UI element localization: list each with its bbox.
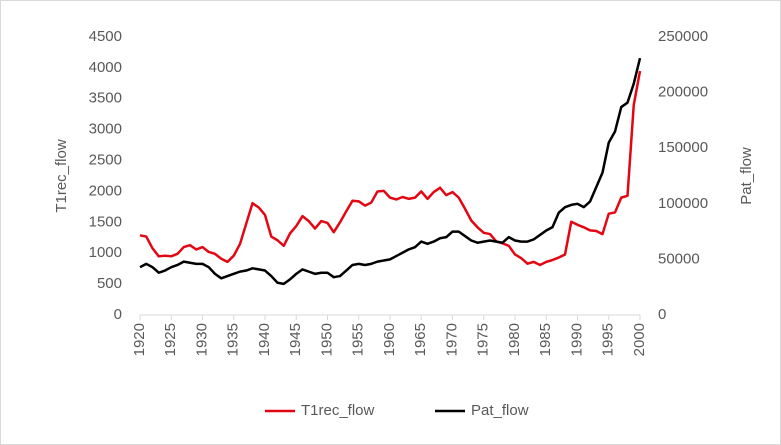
x-tick-label: 1965 — [412, 323, 429, 356]
y-tick-label: 500 — [97, 275, 122, 292]
x-tick-label: 1990 — [568, 323, 585, 356]
y-axis-title: T1rec_flow — [53, 139, 70, 213]
series-line — [139, 70, 642, 267]
legend-label: Pat_flow — [471, 402, 529, 419]
x-tick-label: 1970 — [443, 323, 460, 356]
x-tick-label: 1975 — [475, 323, 492, 356]
legend-label: T1rec_flow — [301, 402, 375, 419]
x-tick-label: 1930 — [193, 323, 210, 356]
y2-tick-label: 100000 — [658, 195, 708, 212]
y2-tick-label: 150000 — [658, 139, 708, 156]
y-tick-label: 0 — [114, 306, 122, 323]
x-tick-label: 1955 — [350, 323, 367, 356]
x-tick-label: 1935 — [225, 323, 242, 356]
y2-tick-label: 250000 — [658, 28, 708, 45]
y-tick-label: 1000 — [89, 244, 122, 261]
x-tick-label: 1960 — [381, 323, 398, 356]
x-tick-label: 1925 — [162, 323, 179, 356]
x-tick-label: 1980 — [506, 323, 523, 356]
y-tick-label: 1500 — [89, 213, 122, 230]
series-line — [139, 57, 642, 286]
x-tick-label: 1920 — [131, 323, 148, 356]
x-tick-label: 1985 — [537, 323, 554, 356]
y-tick-label: 2000 — [89, 182, 122, 199]
y-tick-label: 2500 — [89, 152, 122, 169]
x-tick-label: 2000 — [631, 323, 648, 356]
x-tick-label: 1950 — [318, 323, 335, 356]
y-tick-label: 3500 — [89, 90, 122, 107]
x-tick-label: 1945 — [287, 323, 304, 356]
y2-tick-label: 0 — [658, 306, 666, 323]
y2-tick-label: 50000 — [658, 250, 700, 267]
x-tick-label: 1940 — [256, 323, 273, 356]
y2-tick-label: 200000 — [658, 84, 708, 101]
x-tick-label: 1995 — [600, 323, 617, 356]
y-tick-label: 3000 — [89, 121, 122, 138]
y-tick-label: 4500 — [89, 28, 122, 45]
y2-axis-title: Pat_flow — [738, 147, 755, 205]
y-tick-label: 4000 — [89, 59, 122, 76]
